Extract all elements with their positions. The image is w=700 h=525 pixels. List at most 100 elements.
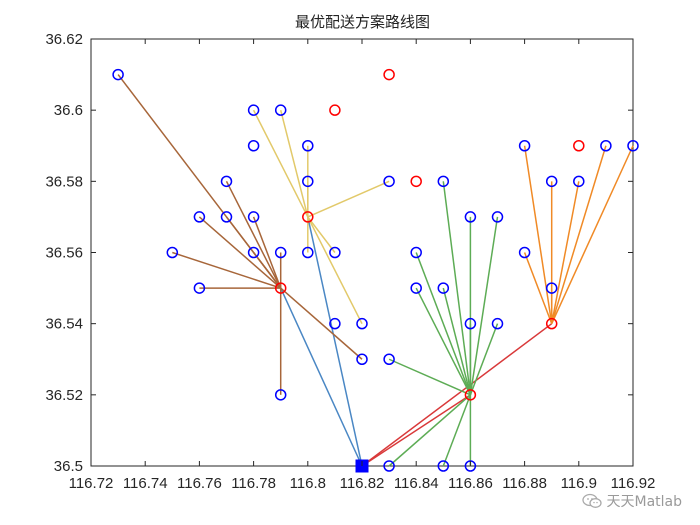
candidate-point — [329, 104, 341, 116]
route-line — [469, 323, 499, 396]
customer-point — [302, 246, 314, 259]
route-line — [280, 287, 363, 467]
customer-point — [627, 140, 639, 152]
route-line — [252, 216, 282, 289]
customer-point — [437, 282, 450, 294]
customer-point — [545, 175, 558, 188]
customer-point — [193, 211, 206, 223]
route-line — [279, 109, 309, 218]
customer-point — [247, 140, 260, 152]
y-tick-label: 36.54 — [45, 316, 83, 333]
route-line — [307, 216, 363, 467]
route-line — [307, 216, 363, 325]
y-tick-label: 36.56 — [45, 245, 83, 262]
customer-point — [464, 211, 477, 223]
watermark: 天天Matlab — [582, 491, 682, 511]
customer-point — [491, 317, 504, 330]
route-line — [225, 180, 282, 289]
candidate-point — [573, 140, 585, 152]
route-line — [307, 216, 336, 253]
customer-point — [166, 246, 179, 259]
route-line — [551, 145, 634, 324]
customer-point — [247, 104, 260, 116]
customer-point — [247, 211, 260, 223]
customer-point — [274, 246, 287, 259]
y-tick-label: 36.6 — [54, 102, 83, 119]
route-line — [252, 109, 309, 218]
customer-point — [491, 211, 504, 223]
customer-point — [302, 175, 314, 188]
route-line — [280, 287, 363, 360]
wechat-icon — [582, 493, 603, 508]
x-tick-label: 116.86 — [448, 475, 493, 492]
customer-point — [573, 175, 585, 188]
customer-point — [518, 246, 531, 259]
x-tick-label: 116.84 — [394, 475, 439, 492]
customer-point — [383, 353, 395, 365]
customer-point — [247, 246, 260, 259]
candidate-point — [410, 175, 422, 188]
route-line — [550, 145, 607, 324]
customer-point — [410, 246, 422, 259]
customer-point — [410, 282, 422, 294]
route-line — [198, 216, 282, 289]
customer-point — [274, 104, 287, 116]
customer-point — [437, 175, 450, 188]
customer-point — [545, 282, 558, 294]
y-tick-label: 36.52 — [45, 387, 83, 404]
route-line — [172, 251, 281, 289]
customer-point — [329, 246, 341, 259]
watermark-label: 天天Matlab — [606, 494, 682, 510]
customer-point — [383, 460, 395, 472]
route-line — [550, 181, 580, 324]
y-tick-label: 36.5 — [54, 458, 83, 475]
route-line — [523, 252, 553, 324]
customer-point — [193, 282, 206, 294]
customer-point — [518, 140, 531, 152]
route-line — [442, 181, 472, 395]
route-line — [361, 323, 553, 467]
x-tick-label: 116.92 — [611, 475, 656, 492]
route-line — [253, 252, 282, 289]
candidate-point — [383, 68, 395, 81]
route-line — [361, 394, 471, 467]
candidate-point — [464, 389, 477, 401]
route-line — [415, 287, 472, 396]
route-line — [442, 394, 472, 467]
customer-point — [274, 389, 287, 401]
x-tick-label: 116.74 — [123, 475, 168, 492]
candidate-point — [302, 211, 314, 223]
route-line — [307, 180, 390, 218]
route-line — [523, 145, 553, 324]
y-tick-label: 36.58 — [45, 173, 83, 190]
y-tick-label: 36.62 — [45, 31, 83, 48]
x-tick-label: 116.82 — [340, 475, 385, 492]
route-line — [469, 216, 499, 395]
customer-point — [356, 317, 368, 330]
customer-point — [383, 175, 395, 188]
route-line — [388, 394, 471, 467]
x-tick-label: 116.8 — [290, 475, 326, 492]
x-tick-label: 116.88 — [502, 475, 547, 492]
customer-point — [220, 211, 233, 223]
customer-point — [220, 175, 233, 188]
x-tick-label: 116.9 — [561, 475, 597, 492]
customer-point — [356, 353, 368, 365]
route-line — [388, 358, 471, 396]
customer-point — [437, 460, 450, 472]
candidate-point — [545, 317, 558, 330]
customer-point — [302, 140, 314, 152]
route-line — [415, 252, 472, 396]
x-tick-label: 116.72 — [69, 475, 114, 492]
customer-point — [600, 140, 612, 152]
customer-point — [112, 68, 124, 81]
route-line — [442, 287, 472, 396]
customer-point — [329, 317, 341, 330]
customer-point — [464, 317, 477, 330]
x-tick-label: 116.76 — [177, 475, 222, 492]
chart-title: 最优配送方案路线图 — [294, 13, 430, 31]
x-tick-label: 116.78 — [231, 475, 276, 492]
candidate-point — [274, 282, 287, 294]
